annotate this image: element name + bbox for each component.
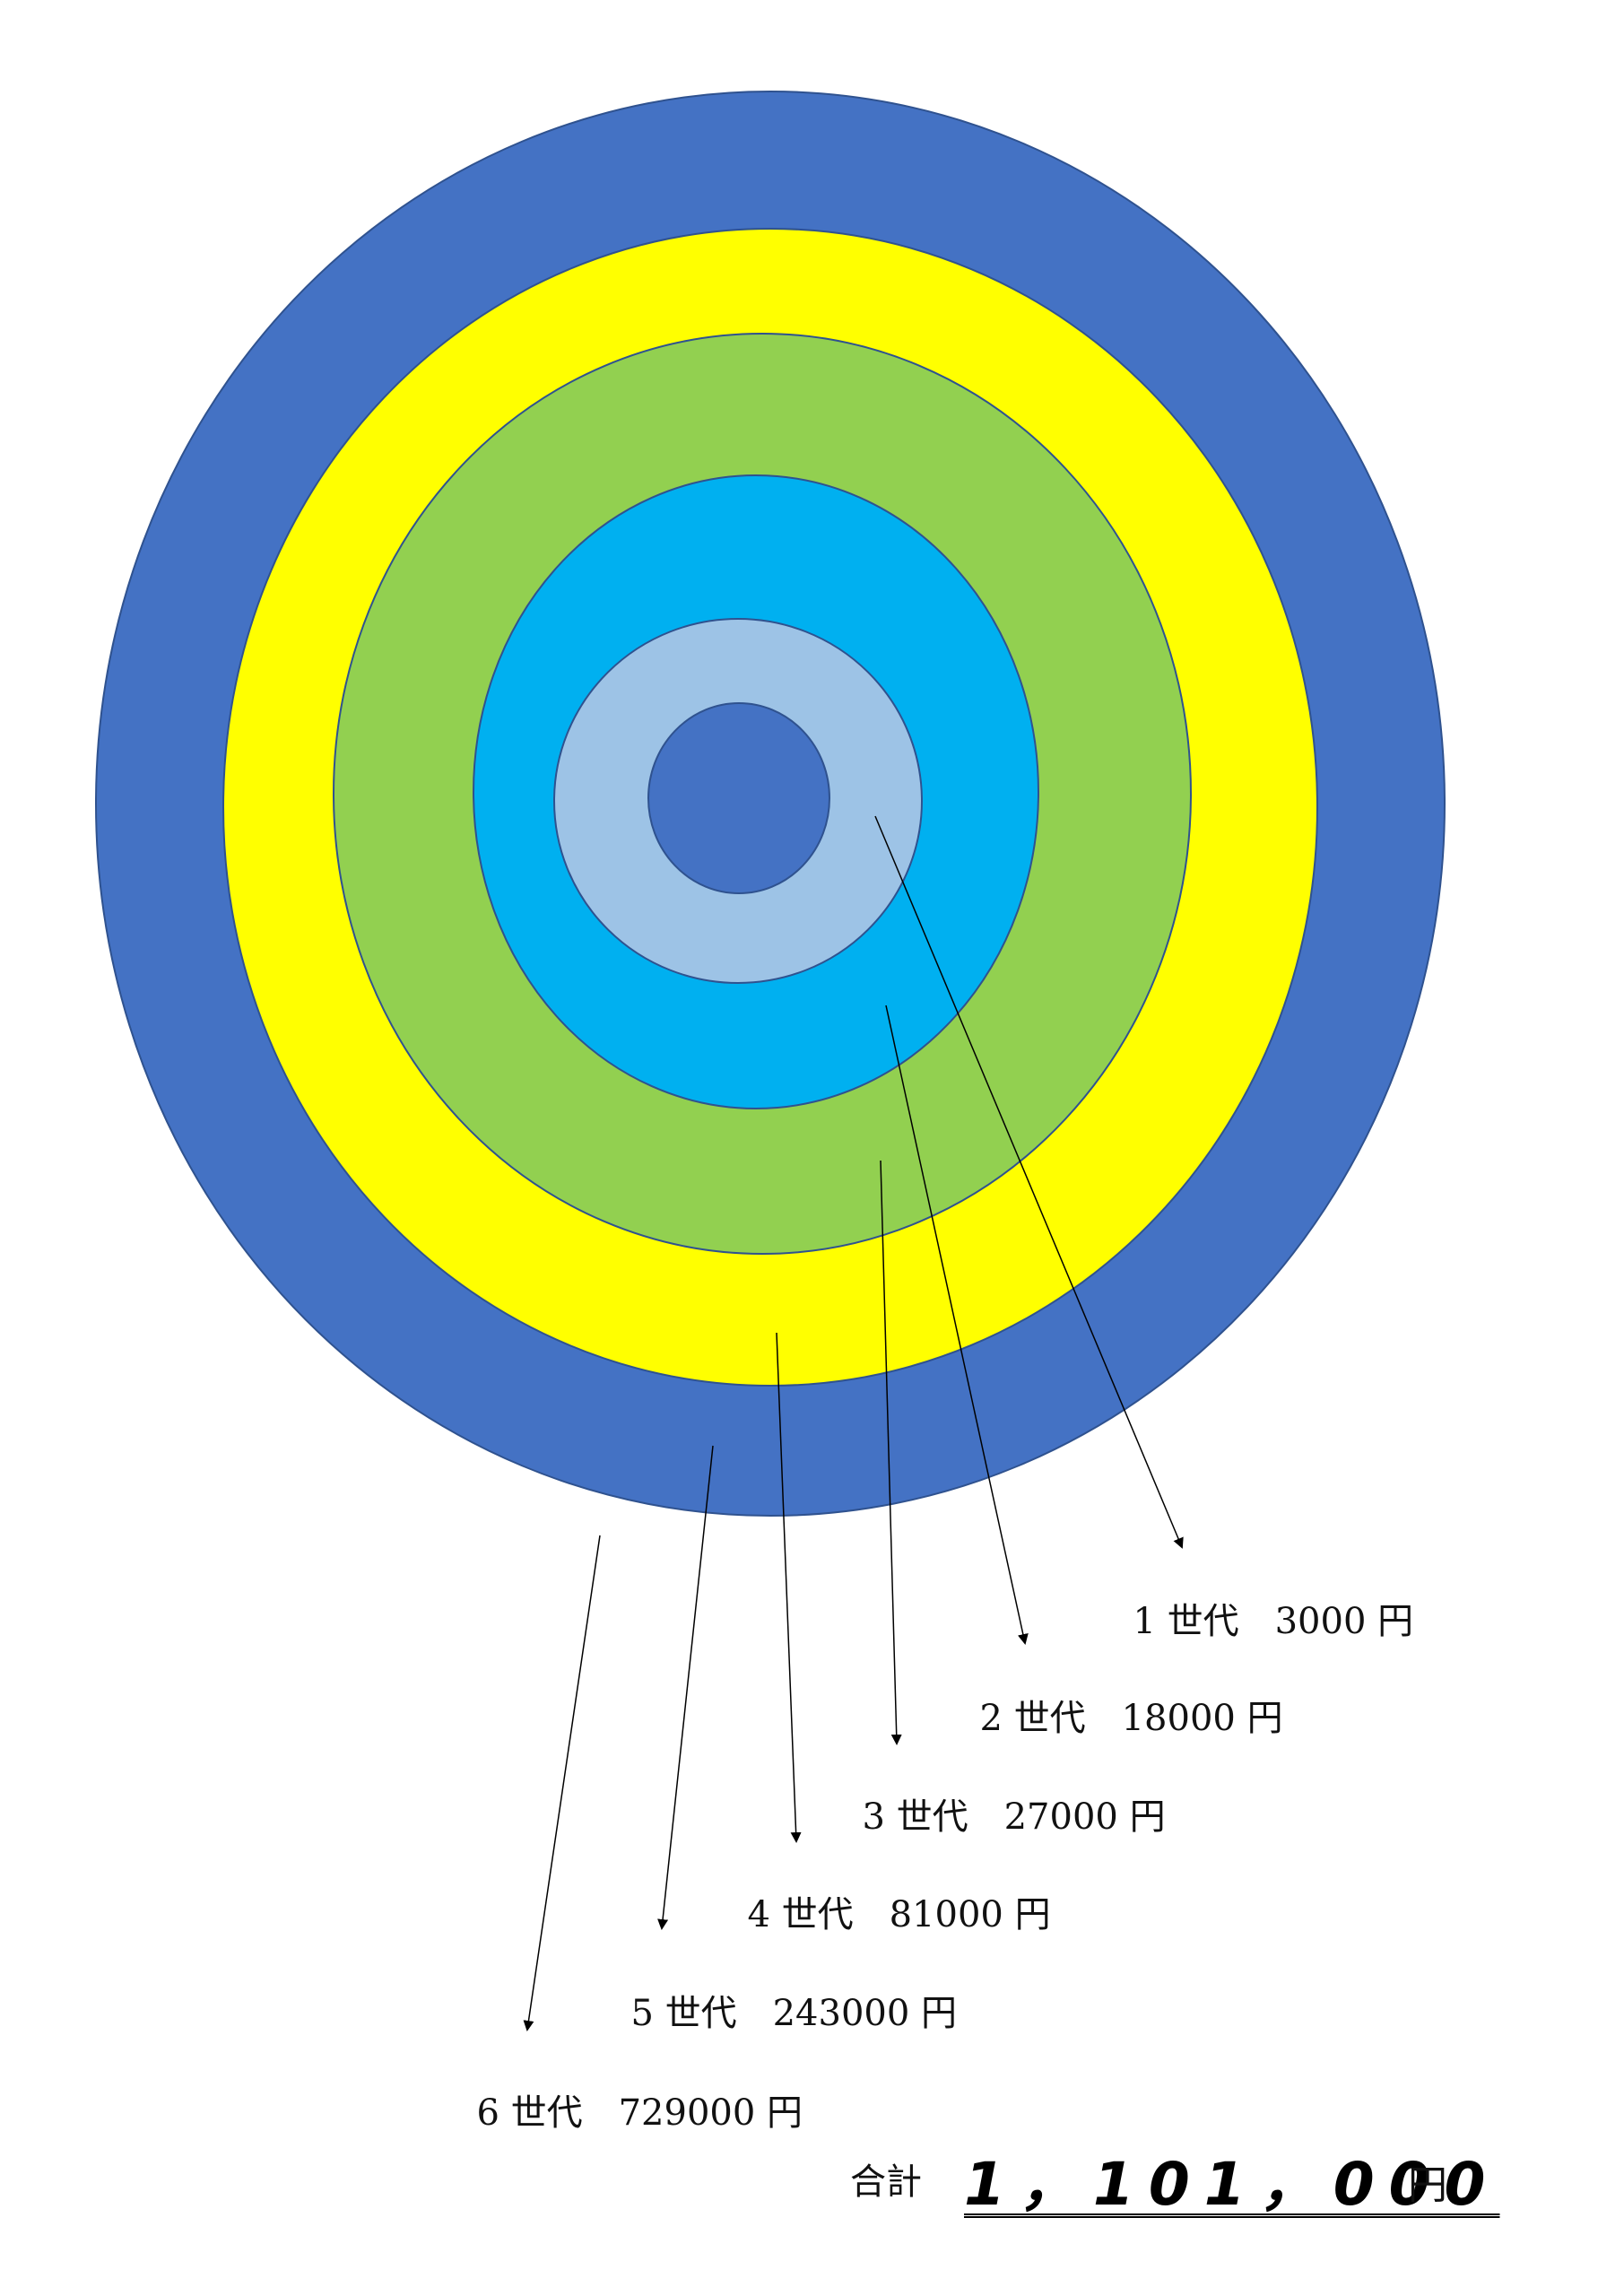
generation-label-6: 6 世代 729000 円 [476, 2092, 803, 2134]
total-unit: 円 [1408, 2162, 1447, 2208]
total-value: 1，101，000 [964, 2150, 1500, 2219]
generation-label-1: 1 世代 3000 円 [1133, 1601, 1414, 1642]
generation-label-5: 5 世代 243000 円 [630, 1993, 958, 2034]
leader-arrow-3 [880, 1160, 902, 1745]
generation-label-3: 3 世代 27000 円 [862, 1796, 1166, 1838]
ring-1 [647, 702, 830, 894]
arrows-group [523, 815, 1184, 2031]
rings-group [95, 91, 1446, 1517]
leader-arrow-1 [874, 815, 1184, 1549]
leader-arrow-2 [885, 1004, 1029, 1645]
generation-label-4: 4 世代 81000 円 [747, 1894, 1051, 1935]
leader-arrow-4 [776, 1332, 802, 1843]
generation-label-2: 2 世代 18000 円 [979, 1698, 1283, 1739]
leader-arrow-5 [657, 1445, 714, 1930]
leader-arrow-6 [523, 1535, 601, 2031]
total-label: 合計 [850, 2161, 922, 2203]
